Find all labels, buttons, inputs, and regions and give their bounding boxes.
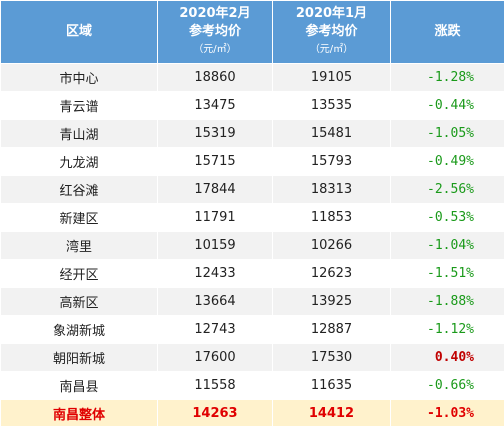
header-line: 参考均价 — [188, 24, 241, 39]
jan-price-cell: 13925 — [272, 287, 391, 316]
header-unit: （元/㎡） — [309, 44, 354, 55]
header-cell: 2020年2月 参考均价 （元/㎡） — [157, 0, 273, 64]
region-cell: 新建区 — [0, 203, 158, 232]
total-row: 南昌整体 14263 14412 -1.03% — [0, 399, 504, 426]
feb-price-cell: 13664 — [157, 287, 273, 316]
data-row: 经开区 12433 12623 -1.51% — [0, 259, 504, 288]
feb-price-cell: 10159 — [157, 231, 273, 260]
header-cell: 2020年1月 参考均价 （元/㎡） — [272, 0, 391, 64]
jan-price-cell: 12887 — [272, 315, 391, 344]
change-cell: -1.51% — [390, 259, 504, 288]
region-cell: 经开区 — [0, 259, 158, 288]
region-cell: 朝阳新城 — [0, 343, 158, 372]
header-unit: （元/㎡） — [193, 44, 237, 55]
region-cell: 湾里 — [0, 231, 158, 260]
feb-price-cell: 15319 — [157, 119, 273, 148]
data-row: 市中心 18860 19105 -1.28% — [0, 63, 504, 92]
feb-price-cell: 17844 — [157, 175, 273, 204]
region-cell: 青山湖 — [0, 119, 158, 148]
region-cell: 市中心 — [0, 63, 158, 92]
data-row: 九龙湖 15715 15793 -0.49% — [0, 147, 504, 176]
header-line: 2020年2月 — [179, 6, 251, 21]
feb-price-cell: 18860 — [157, 63, 273, 92]
region-cell: 红谷滩 — [0, 175, 158, 204]
change-cell: -1.28% — [390, 63, 504, 92]
region-cell: 南昌整体 — [0, 399, 158, 426]
data-row: 青云谱 13475 13535 -0.44% — [0, 91, 504, 120]
header-row: 区域 2020年2月 参考均价 （元/㎡） 2020年1月 参考均价 （元/㎡） 涨跌 — [0, 0, 504, 64]
header-line: 2020年1月 — [295, 6, 368, 21]
header-cell: 涨跌 — [390, 0, 504, 64]
header-line: 参考均价 — [305, 24, 358, 39]
data-row: 青山湖 15319 15481 -1.05% — [0, 119, 504, 148]
feb-price-cell: 15715 — [157, 147, 273, 176]
region-cell: 象湖新城 — [0, 315, 158, 344]
feb-price-cell: 11791 — [157, 203, 273, 232]
feb-price-cell: 17600 — [157, 343, 273, 372]
jan-price-cell: 12623 — [272, 259, 391, 288]
data-row: 新建区 11791 11853 -0.53% — [0, 203, 504, 232]
jan-price-cell: 11853 — [272, 203, 391, 232]
jan-price-cell: 19105 — [272, 63, 391, 92]
change-cell: -0.44% — [390, 91, 504, 120]
data-row: 朝阳新城 17600 17530 0.40% — [0, 343, 504, 372]
jan-price-cell: 13535 — [272, 91, 391, 120]
data-row: 南昌县 11558 11635 -0.66% — [0, 371, 504, 400]
feb-price-cell: 12743 — [157, 315, 273, 344]
region-cell: 南昌县 — [0, 371, 158, 400]
region-cell: 青云谱 — [0, 91, 158, 120]
change-cell: -2.56% — [390, 175, 504, 204]
feb-price-cell: 12433 — [157, 259, 273, 288]
feb-price-cell: 11558 — [157, 371, 273, 400]
change-cell: -1.03% — [390, 399, 504, 426]
jan-price-cell: 11635 — [272, 371, 391, 400]
change-cell: -0.53% — [390, 203, 504, 232]
region-cell: 九龙湖 — [0, 147, 158, 176]
feb-price-cell: 13475 — [157, 91, 273, 120]
change-cell: 0.40% — [390, 343, 504, 372]
change-cell: -1.12% — [390, 315, 504, 344]
data-row: 湾里 10159 10266 -1.04% — [0, 231, 504, 260]
data-row: 高新区 13664 13925 -1.88% — [0, 287, 504, 316]
jan-price-cell: 15481 — [272, 119, 391, 148]
jan-price-cell: 18313 — [272, 175, 391, 204]
header-cell: 区域 — [0, 0, 158, 64]
jan-price-cell: 15793 — [272, 147, 391, 176]
change-cell: -1.04% — [390, 231, 504, 260]
table-body: 市中心 18860 19105 -1.28% 青云谱 13475 13535 -0.44% 青山… — [0, 63, 504, 426]
change-cell: -1.05% — [390, 119, 504, 148]
jan-price-cell: 14412 — [272, 399, 391, 426]
region-cell: 高新区 — [0, 287, 158, 316]
data-row: 红谷滩 17844 18313 -2.56% — [0, 175, 504, 204]
change-cell: -0.49% — [390, 147, 504, 176]
data-row: 象湖新城 12743 12887 -1.12% — [0, 315, 504, 344]
jan-price-cell: 17530 — [272, 343, 391, 372]
feb-price-cell: 14263 — [157, 399, 273, 426]
change-cell: -1.88% — [390, 287, 504, 316]
change-cell: -0.66% — [390, 371, 504, 400]
jan-price-cell: 10266 — [272, 231, 391, 260]
